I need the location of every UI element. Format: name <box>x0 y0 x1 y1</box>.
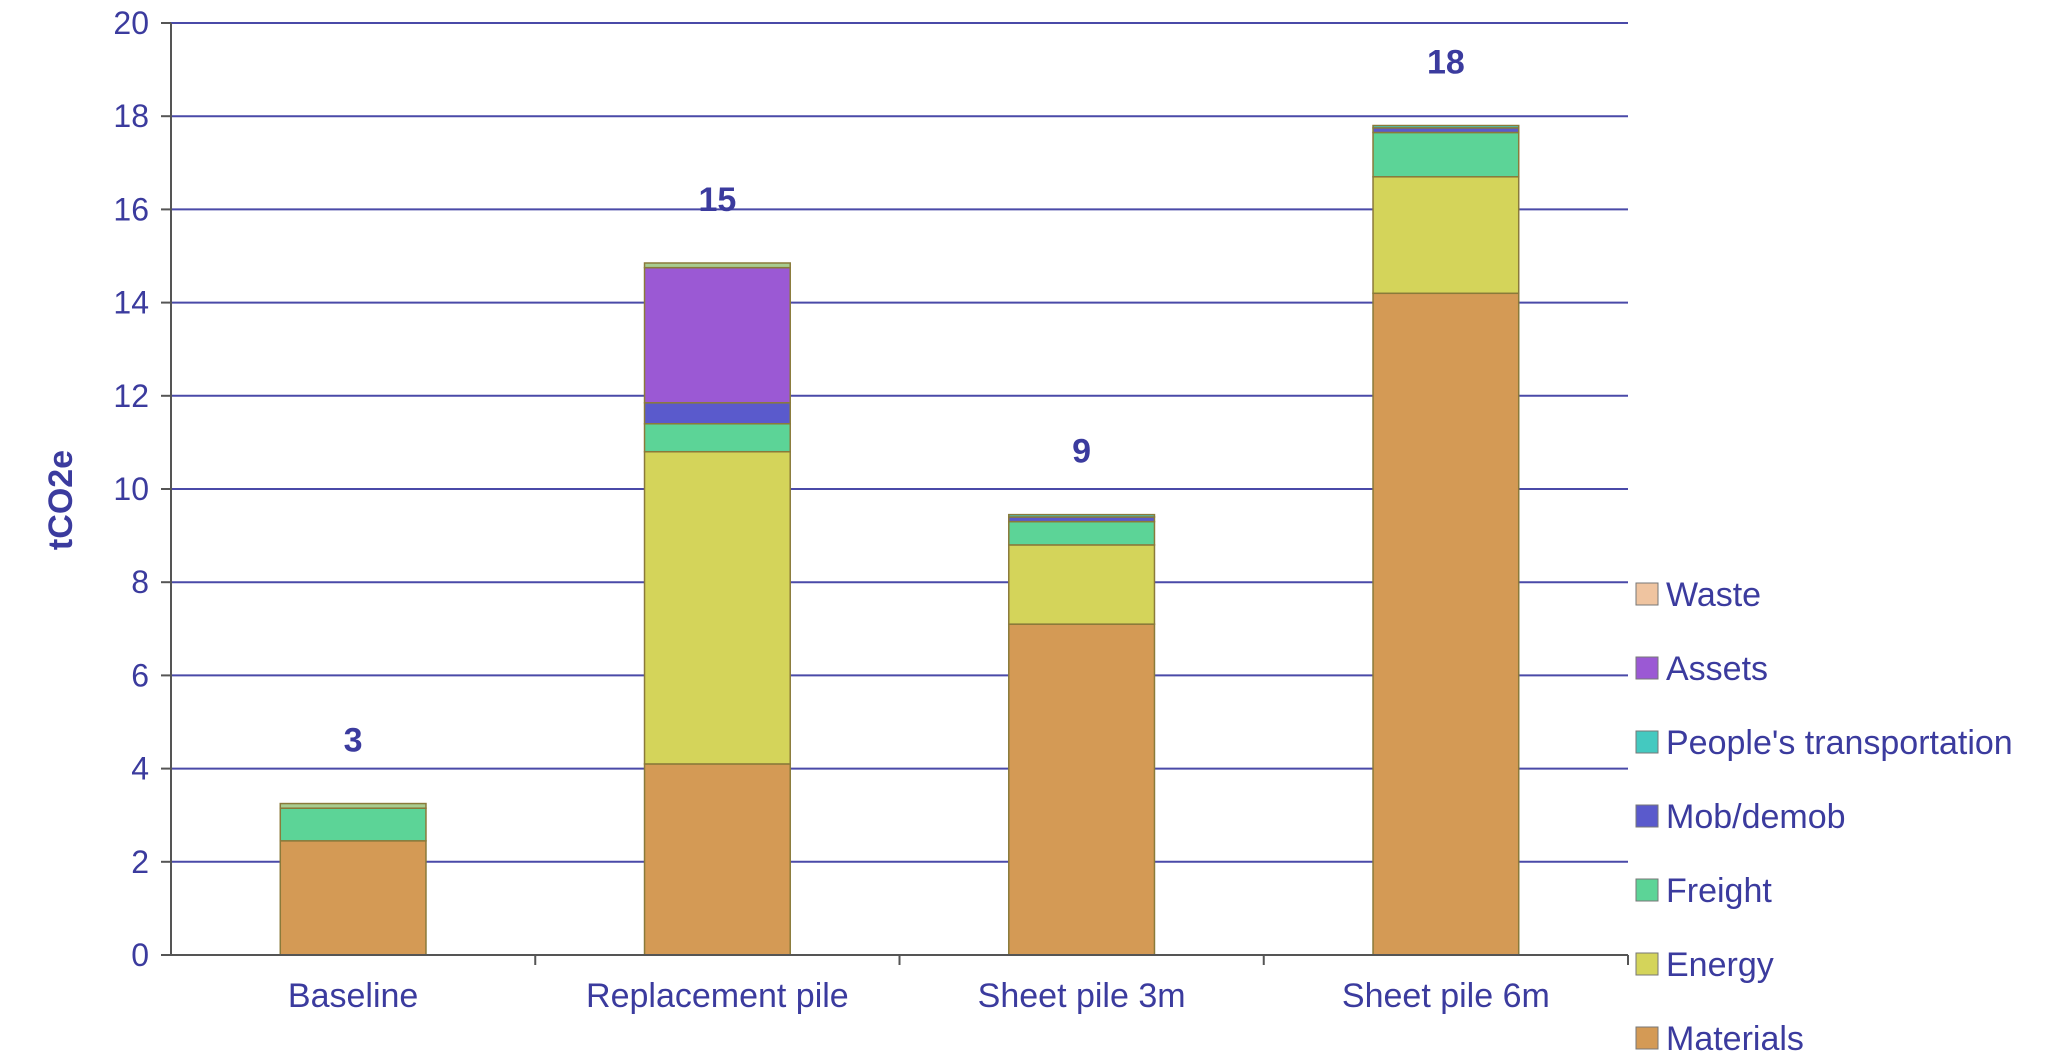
legend-label: Freight <box>1666 872 1772 910</box>
legend-label: Materials <box>1666 1020 1804 1057</box>
y-axis-title: tCO2e <box>42 450 80 550</box>
bar-total-label: 15 <box>698 181 736 219</box>
labels: 0 2 4 6 8 10 12 14 16 18 20 3 Baseline 15 Replacement … <box>113 5 1549 1015</box>
legend-label: Waste <box>1666 576 1761 614</box>
y-tick-label: 20 <box>113 5 149 41</box>
y-tick-label: 6 <box>131 657 149 693</box>
legend-swatch <box>1635 878 1659 902</box>
y-tick-label: 10 <box>113 471 149 507</box>
bar-segment-waste <box>643 262 791 269</box>
bar-segment-mob-demob <box>643 402 791 425</box>
x-category-label: Baseline <box>288 977 418 1015</box>
y-tick-label: 8 <box>131 564 149 600</box>
bar-segment-freight <box>279 807 427 842</box>
legend-label: People's transportation <box>1666 724 2013 762</box>
y-tick-label: 14 <box>113 285 149 321</box>
y-tick-label: 16 <box>113 191 149 227</box>
x-category-label: Replacement pile <box>586 977 849 1015</box>
bar-segment-waste <box>279 802 427 809</box>
x-category-label: Sheet pile 6m <box>1342 977 1550 1015</box>
legend-label: Assets <box>1666 650 1768 688</box>
gridlines <box>171 22 1628 863</box>
bar-segment-freight <box>1008 520 1156 546</box>
legend-swatch <box>1635 656 1659 680</box>
y-tick-label: 12 <box>113 378 149 414</box>
bar-segment-people-s-transportation <box>1008 513 1156 518</box>
legend-swatch <box>1635 1026 1659 1050</box>
bar-total-label: 9 <box>1072 433 1091 471</box>
legend-swatch <box>1635 804 1659 828</box>
bar-total-label: 18 <box>1427 44 1465 82</box>
legend-swatch <box>1635 582 1659 606</box>
legend-label: Mob/demob <box>1666 798 1846 836</box>
y-tick-label: 18 <box>113 98 149 134</box>
bar-segment-energy <box>1008 544 1156 625</box>
bar-segment-materials <box>1372 292 1520 956</box>
bar-segment-materials <box>1008 623 1156 956</box>
legend-label: Energy <box>1666 946 1774 984</box>
bar-segment-freight <box>643 423 791 453</box>
legend-swatch <box>1635 730 1659 754</box>
bars <box>279 124 1520 956</box>
bar-segment-assets <box>643 266 791 404</box>
bar-total-label: 3 <box>344 722 363 760</box>
bar-segment-energy <box>643 450 791 765</box>
bar-segment-freight <box>1372 131 1520 178</box>
bar-segment-materials <box>643 763 791 956</box>
bar-segment-energy <box>1372 176 1520 295</box>
y-tick-label: 0 <box>131 937 149 973</box>
y-tick-label: 2 <box>131 844 149 880</box>
y-tick-label: 4 <box>131 751 149 787</box>
legend: Waste Assets People's transportation Mob/de… <box>1635 576 2013 1058</box>
bar-segment-people-s-transportation <box>1372 124 1520 129</box>
axes <box>161 22 1629 965</box>
bar-segment-materials <box>279 840 427 956</box>
legend-swatch <box>1635 952 1659 976</box>
x-category-label: Sheet pile 3m <box>978 977 1186 1015</box>
